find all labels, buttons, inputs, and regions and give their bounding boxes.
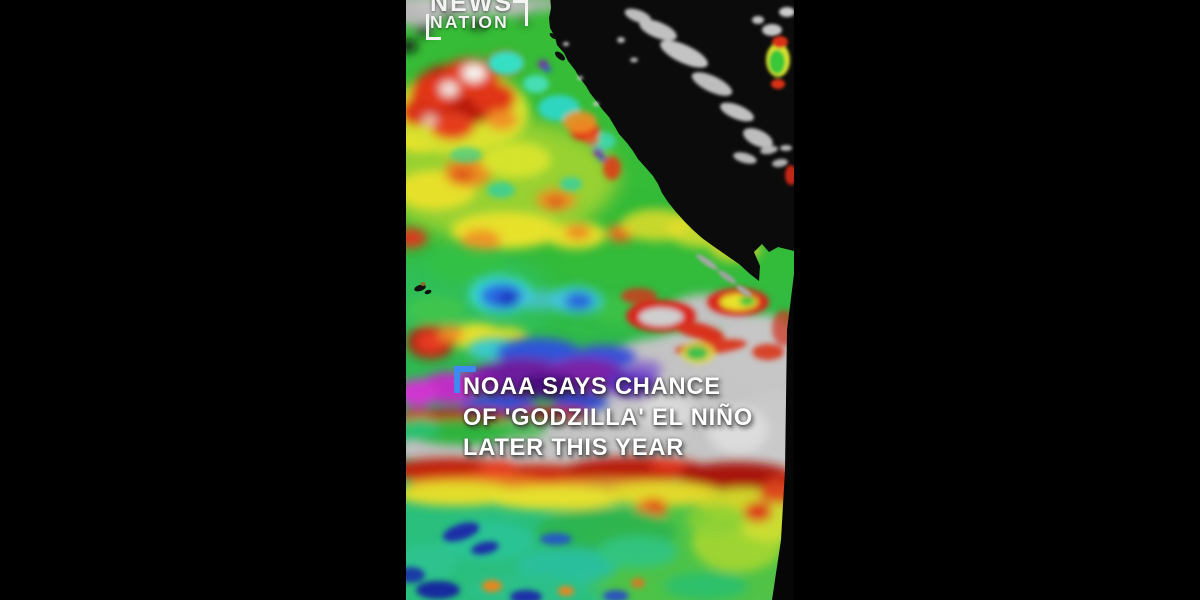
globe-edge-color-slivers xyxy=(766,36,794,185)
caption-block: NOAA SAYS CHANCE OF 'GODZILLA' EL NIÑO L… xyxy=(454,366,754,464)
logo-word-nation: NATION xyxy=(430,12,509,32)
bottom-cold-spot-blobs xyxy=(406,522,645,600)
caption-line-2: OF 'GODZILLA' EL NIÑO xyxy=(463,403,754,431)
gulf-of-alaska-hot-blobs xyxy=(406,0,561,154)
caption-line-3: LATER THIS YEAR xyxy=(463,434,685,461)
video-content[interactable]: NEWS NATION NOAA SAYS CHANCE OF 'GODZILL… xyxy=(406,0,794,600)
logo-left-bracket-icon xyxy=(426,14,441,40)
caption-line-1: NOAA SAYS CHANCE xyxy=(463,373,721,400)
corner-bracket-icon xyxy=(454,366,476,393)
cloud-streaks-over-land xyxy=(563,7,794,297)
logo-right-bracket-icon xyxy=(513,0,528,26)
letterbox-right xyxy=(794,0,1200,600)
globe-right-edge xyxy=(772,274,794,600)
sst-anomaly-map xyxy=(406,0,794,600)
cool-patch-blobs xyxy=(450,51,621,198)
logo-word-news: NEWS xyxy=(430,0,513,17)
north-america-landmass xyxy=(549,0,794,281)
purple-anomaly-band xyxy=(406,338,662,445)
hawaiian-islands xyxy=(414,282,432,295)
newsnation-logo: NEWS NATION xyxy=(426,0,528,40)
letterbox-left xyxy=(0,0,406,600)
